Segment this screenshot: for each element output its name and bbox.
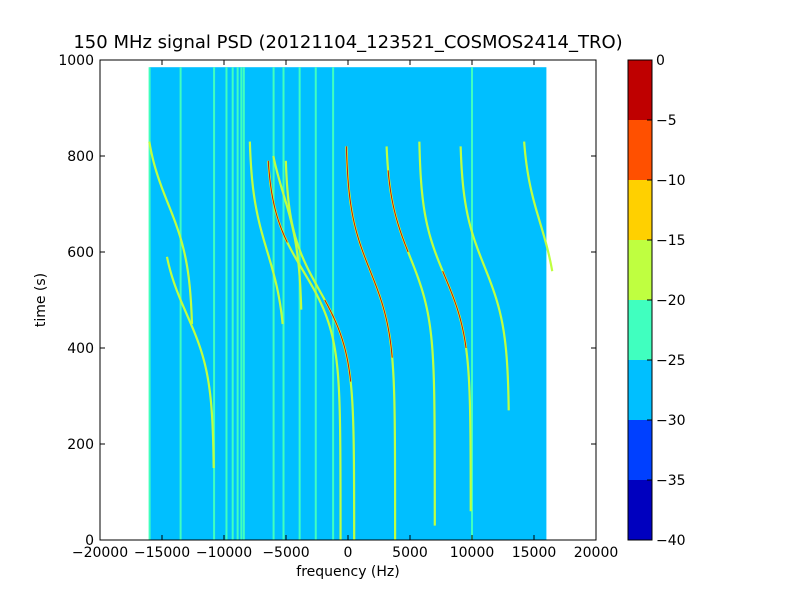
- colorbar-tick-label: −5: [656, 113, 677, 129]
- x-tick-label: −5000: [262, 545, 309, 561]
- colorbar-band: [628, 60, 652, 120]
- colorbar-tick-label: −20: [656, 293, 686, 309]
- colorbar-band: [628, 120, 652, 180]
- colorbar-tick-label: −35: [656, 473, 686, 489]
- y-tick-label: 400: [67, 341, 94, 357]
- x-axis-label: frequency (Hz): [296, 564, 399, 580]
- doppler-trace-core: [267, 160, 288, 243]
- colorbar-band: [628, 300, 652, 360]
- colorbar-tick-label: 0: [656, 53, 665, 69]
- y-tick-label: 0: [85, 533, 94, 549]
- colorbar-band: [628, 240, 652, 300]
- doppler-trace: [165, 256, 215, 469]
- heatmap: [148, 67, 554, 540]
- chart-title: 150 MHz signal PSD (20121104_123521_COSM…: [73, 32, 622, 53]
- x-tick-label: 15000: [512, 545, 557, 561]
- y-tick-label: 600: [67, 245, 94, 261]
- colorbar-band: [628, 480, 652, 540]
- y-axis-label: time (s): [33, 273, 49, 327]
- colorbar-tick-label: −15: [656, 233, 686, 249]
- x-axis: −20000 −15000 −10000 −5000 0 5000 10000 15000 20…: [72, 60, 618, 561]
- doppler-trace: [148, 141, 194, 325]
- colorbar-band: [628, 420, 652, 480]
- x-tick-label: −15000: [134, 545, 190, 561]
- x-tick-label: 5000: [392, 545, 428, 561]
- y-tick-label: 1000: [58, 53, 94, 69]
- heatmap-background: [149, 67, 547, 540]
- doppler-trace-core: [324, 299, 352, 382]
- doppler-trace: [523, 141, 554, 272]
- doppler-trace: [248, 141, 284, 325]
- x-tick-label: 10000: [450, 545, 495, 561]
- colorbar-tick-label: −40: [656, 533, 686, 549]
- y-axis: 0 200 400 600 800 1000: [58, 53, 596, 549]
- x-tick-label: 0: [344, 545, 353, 561]
- doppler-trace-core: [442, 271, 467, 349]
- colorbar-band: [628, 180, 652, 240]
- x-tick-label: −10000: [196, 545, 252, 561]
- colorbar: 0 −5 −10 −15 −20 −25 −30 −35 −40: [627, 53, 686, 549]
- colorbar-tick-label: −10: [656, 173, 686, 189]
- x-tick-label: −20000: [72, 545, 128, 561]
- y-tick-label: 800: [67, 149, 94, 165]
- doppler-trace-core: [346, 146, 393, 358]
- colorbar-tick-label: −30: [656, 413, 686, 429]
- x-tick-label: 20000: [574, 545, 619, 561]
- y-tick-label: 200: [67, 437, 94, 453]
- colorbar-tick-label: −25: [656, 353, 686, 369]
- doppler-trace: [459, 146, 510, 411]
- doppler-trace-core: [387, 170, 409, 253]
- colorbar-band: [628, 360, 652, 420]
